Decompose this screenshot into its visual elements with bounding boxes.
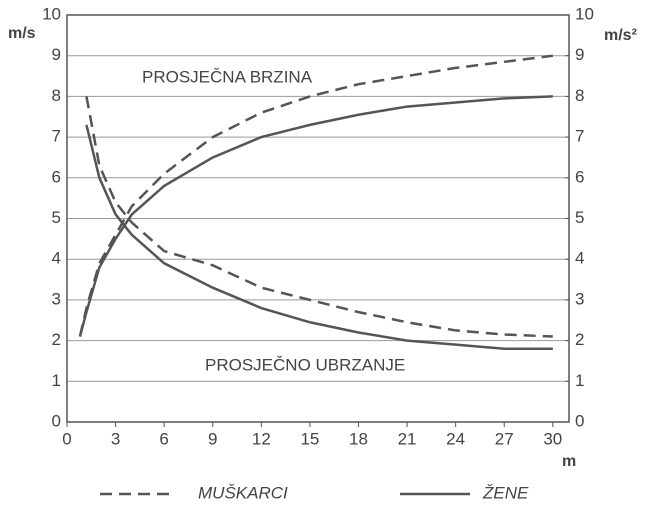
y2-tick-label: 9: [575, 45, 584, 64]
x-tick-label: 15: [300, 429, 319, 448]
y2-tick-label: 2: [575, 330, 584, 349]
line: [85, 124, 553, 350]
y2-tick-label: 5: [575, 208, 584, 227]
y2-tick-label: 4: [575, 249, 584, 268]
annotation: PROSJEČNO UBRZANJE: [205, 355, 405, 374]
y-tick-label: 9: [52, 45, 61, 64]
plot-frame: [66, 14, 570, 423]
x-tick-label: 12: [252, 429, 271, 448]
y2-tick-label: 0: [575, 411, 584, 430]
line: [85, 96, 553, 338]
y2-tick-label: 6: [575, 167, 584, 186]
line: [78, 95, 553, 337]
x-tick-label: 24: [446, 429, 465, 448]
y2-axis-label: m/s²: [604, 27, 637, 44]
x-tick-label: 30: [543, 429, 562, 448]
y-tick-label: 4: [52, 249, 61, 268]
y-tick-label: 6: [52, 167, 61, 186]
y-tick-label: 1: [52, 371, 61, 390]
y2-tick-label: 1: [575, 371, 584, 390]
y2-tick-label: 10: [575, 4, 594, 23]
y-tick-label: 2: [52, 330, 61, 349]
line: [78, 54, 553, 337]
x-tick-label: 0: [62, 429, 71, 448]
x-tick-label: 9: [208, 429, 217, 448]
y-tick-label: 8: [52, 86, 61, 105]
y2-tick-label: 3: [575, 289, 584, 308]
y-tick-label: 5: [52, 208, 61, 227]
annotation: PROSJEČNA BRZINA: [142, 67, 313, 86]
y2-tick-label: 8: [575, 86, 584, 105]
y-axis-label: m/s: [8, 25, 36, 42]
y-tick-label: 3: [52, 289, 61, 308]
y2-tick-label: 7: [575, 127, 584, 146]
x-axis-label: m: [562, 453, 576, 470]
y-tick-label: 0: [52, 411, 61, 430]
x-tick-label: 21: [398, 429, 417, 448]
y-tick-label: 7: [52, 127, 61, 146]
legend-label: ŽENE: [482, 483, 529, 502]
x-tick-label: 27: [495, 429, 514, 448]
y-tick-label: 10: [42, 4, 61, 23]
x-tick-label: 18: [349, 429, 368, 448]
legend-label: MUŠKARCI: [198, 483, 288, 502]
x-tick-label: 3: [111, 429, 120, 448]
x-tick-label: 6: [159, 429, 168, 448]
